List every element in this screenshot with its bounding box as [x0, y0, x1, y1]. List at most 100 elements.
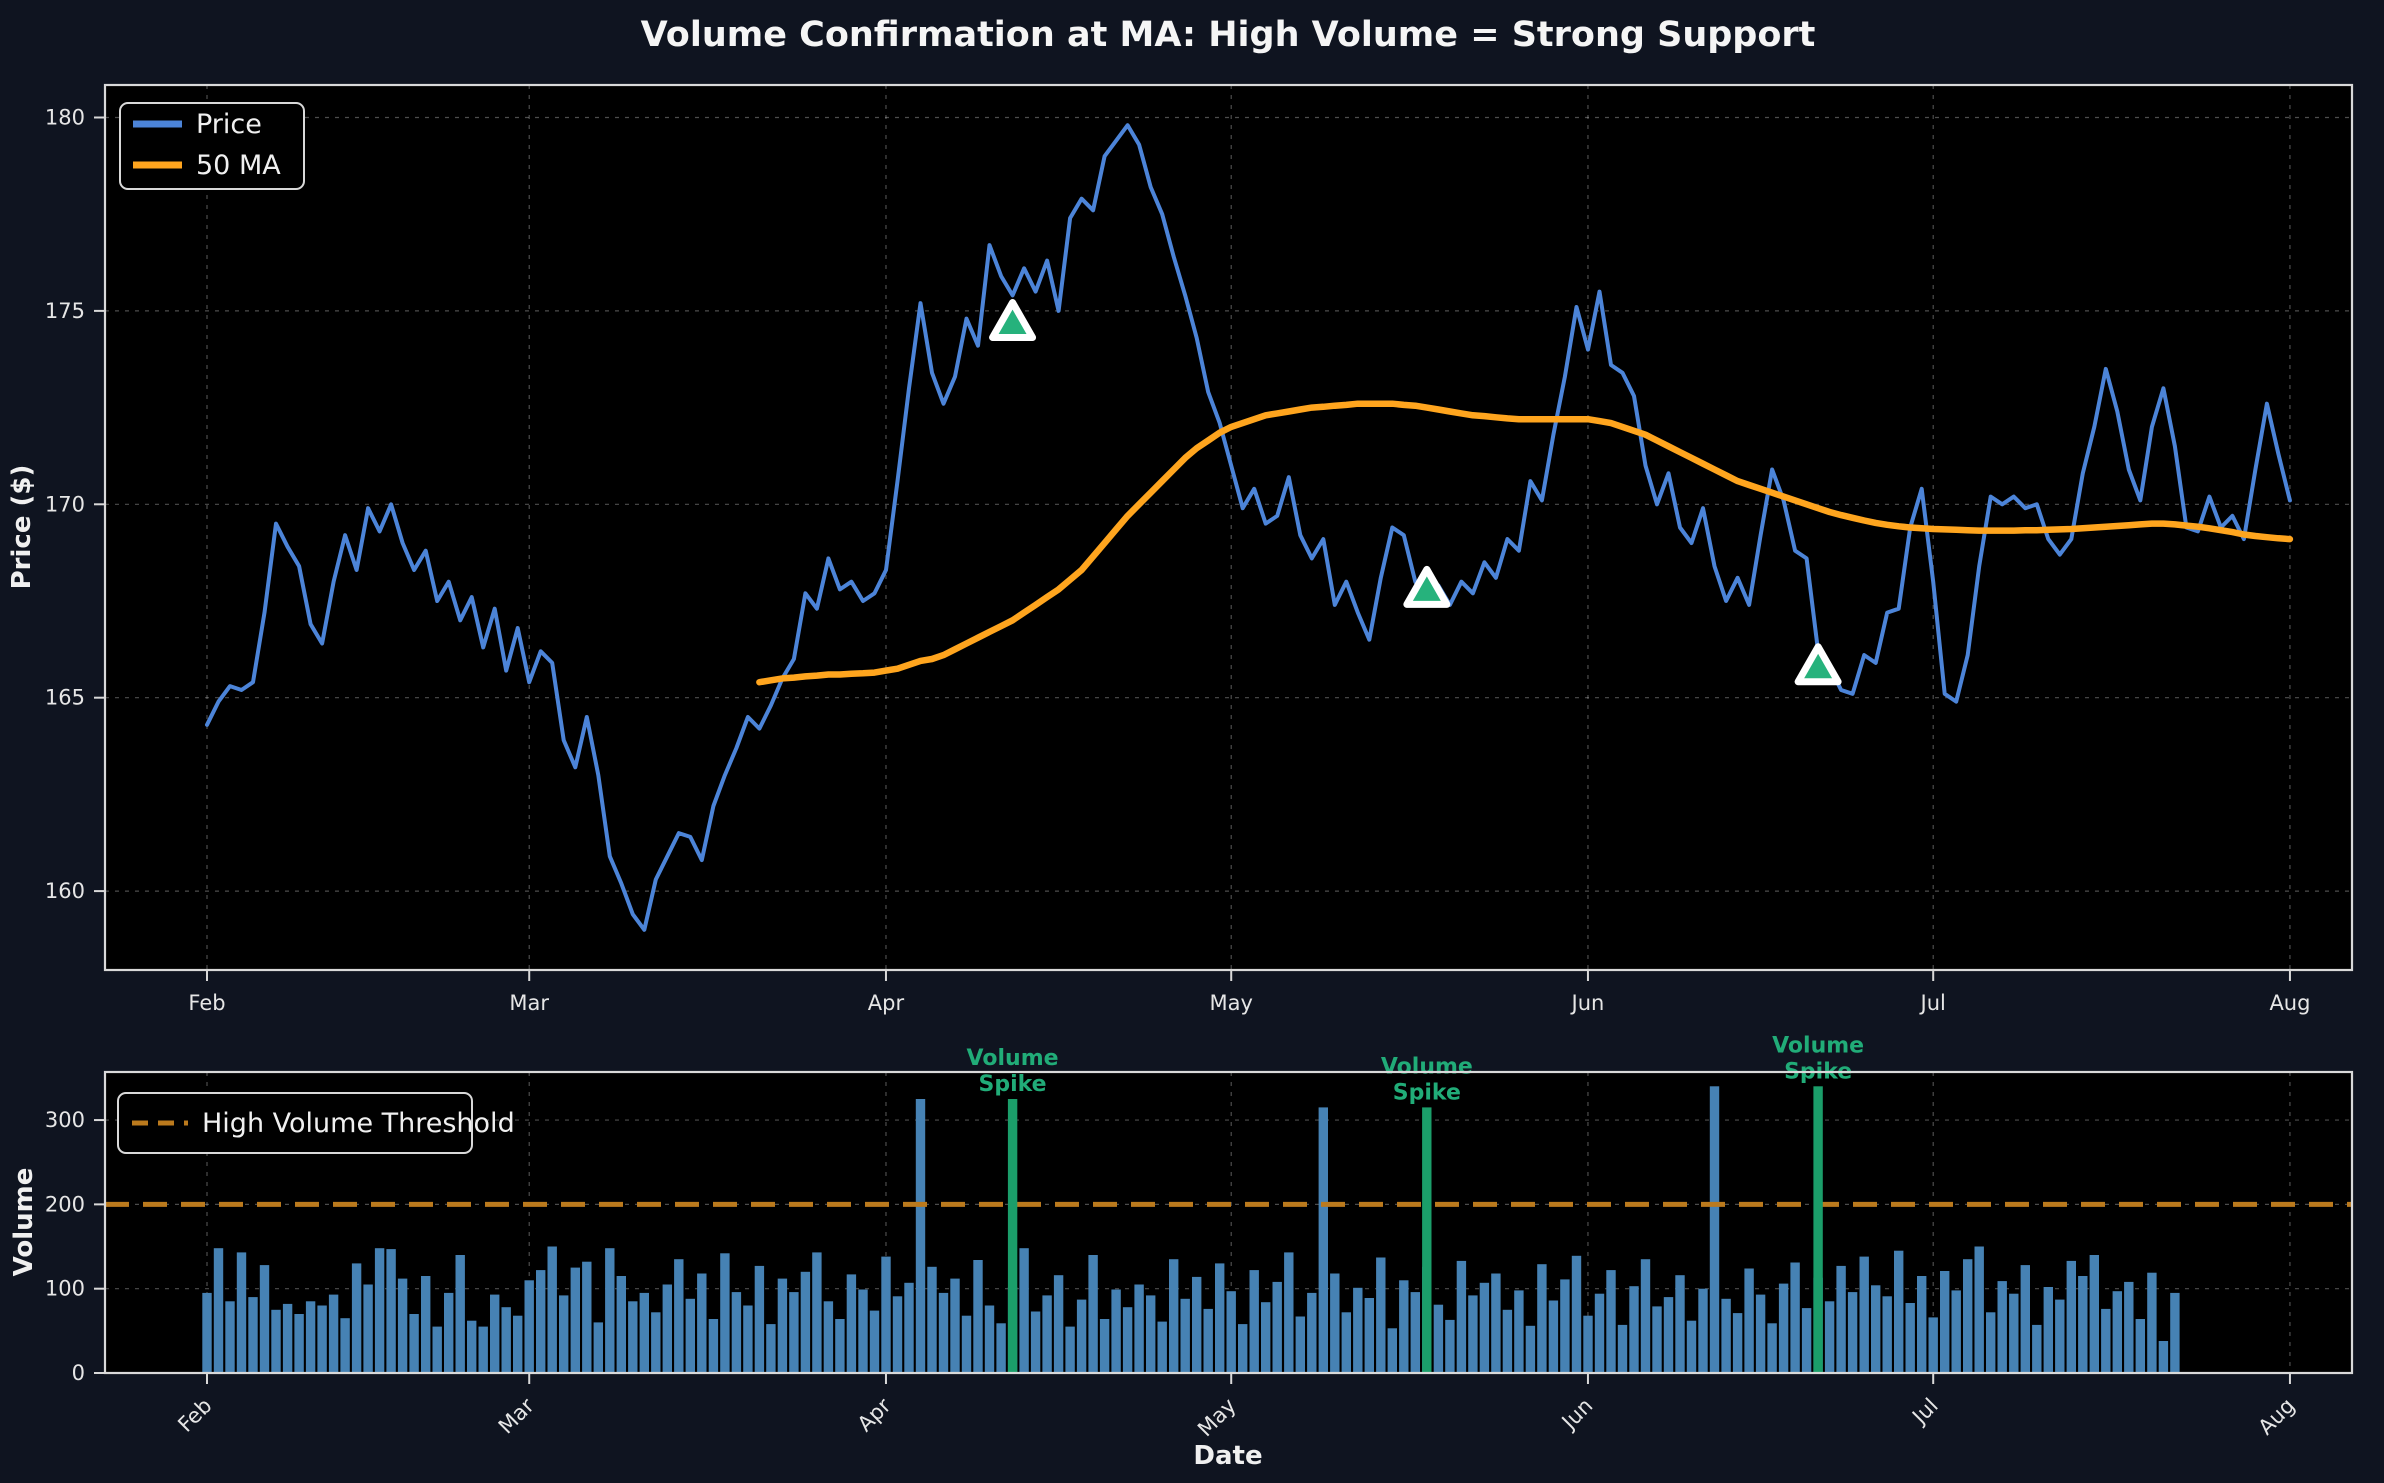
volume-bar [858, 1289, 868, 1373]
price-legend: Price 50 MA [119, 102, 305, 190]
volume-bar [271, 1309, 281, 1373]
volume-bar [1594, 1293, 1605, 1373]
volume-spike-bar [1007, 1099, 1018, 1373]
price-x-tick-label: Jul [1919, 991, 1946, 1015]
volume-bar [1157, 1321, 1167, 1373]
price-x-tick-label: May [1210, 991, 1253, 1015]
volume-y-tick-label: 200 [45, 1192, 85, 1216]
volume-bar [455, 1255, 465, 1373]
volume-bar [1917, 1276, 1927, 1373]
volume-bar [996, 1323, 1006, 1373]
volume-bar [1410, 1292, 1420, 1373]
volume-bar [823, 1301, 834, 1373]
volume-bar [2170, 1292, 2180, 1373]
volume-y-axis-label: Volume [9, 1168, 39, 1277]
price-y-tick-label: 175 [45, 299, 85, 323]
volume-bar [1744, 1268, 1754, 1373]
x-axis-label: Date [1193, 1441, 1262, 1471]
volume-bar [397, 1278, 408, 1373]
volume-legend: High Volume Threshold [117, 1092, 515, 1154]
volume-bar [904, 1282, 914, 1373]
volume-bar [2147, 1272, 2157, 1373]
volume-bar [236, 1252, 247, 1373]
volume-bar [1307, 1292, 1317, 1373]
volume-bar [1894, 1250, 1904, 1373]
volume-axes-spine [103, 1070, 2354, 1375]
volume-bar [1042, 1295, 1052, 1373]
volume-bar [766, 1324, 776, 1373]
volume-bar [351, 1263, 362, 1373]
volume-bar [1076, 1299, 1087, 1373]
volume-bar [1525, 1325, 1536, 1373]
volume-bar [1732, 1313, 1743, 1373]
volume-bar [501, 1307, 511, 1373]
volume-bar [1030, 1311, 1041, 1373]
volume-bar [1353, 1287, 1363, 1373]
volume-bar [328, 1294, 339, 1373]
volume-bar [1387, 1328, 1397, 1373]
volume-bar [1801, 1308, 1812, 1373]
volume-bar [421, 1276, 431, 1373]
volume-bar [202, 1292, 212, 1373]
volume-bar [1088, 1255, 1098, 1373]
volume-bar [1859, 1256, 1869, 1373]
volume-bar [1928, 1317, 1938, 1373]
volume-bar [1272, 1281, 1282, 1373]
price-y-tick-label: 160 [45, 879, 85, 903]
volume-bar [1951, 1290, 1961, 1373]
volume-bar [697, 1273, 707, 1373]
volume-bar [1146, 1295, 1156, 1373]
price-x-tick-label: Apr [868, 991, 905, 1015]
volume-bar [1479, 1282, 1490, 1373]
price-x-tick-label: Feb [188, 991, 225, 1015]
price-y-axis-label: Price ($) [7, 465, 37, 590]
price-y-tick-label: 180 [45, 105, 85, 129]
volume-bar [1295, 1316, 1305, 1373]
volume-bar [869, 1310, 880, 1373]
volume-bar [467, 1320, 477, 1373]
volume-bar [1940, 1271, 1950, 1373]
volume-bar [1882, 1296, 1892, 1373]
volume-bar [305, 1301, 316, 1373]
volume-bar [973, 1260, 983, 1373]
volume-bar [1675, 1275, 1685, 1373]
volume-bar [536, 1270, 546, 1373]
volume-bar [984, 1305, 995, 1373]
volume-bar [1318, 1107, 1328, 1373]
volume-bar [628, 1301, 638, 1373]
support-triangle-marker [1403, 565, 1451, 608]
volume-bar [789, 1292, 799, 1373]
volume-bar [2158, 1341, 2169, 1373]
volume-bar [1663, 1297, 1674, 1373]
support-triangle-marker [989, 298, 1037, 341]
volume-bar [1640, 1259, 1651, 1373]
price-panel: 160 165 170 175 180 Feb Mar Apr May Jun Jul Aug [45, 83, 2354, 1015]
volume-bar [409, 1314, 419, 1373]
volume-y-tick-label: 0 [72, 1361, 85, 1385]
volume-bar [1963, 1259, 1973, 1373]
volume-x-tick-label: Feb [173, 1394, 216, 1437]
volume-bar [213, 1248, 224, 1373]
volume-x-tick-label: Aug [2254, 1394, 2300, 1440]
volume-bar [1180, 1298, 1190, 1373]
volume-bar [674, 1259, 684, 1373]
volume-bar [294, 1314, 304, 1373]
volume-bar [1226, 1291, 1236, 1373]
volume-y-tick-label: 300 [45, 1108, 85, 1132]
volume-bar [1099, 1319, 1110, 1373]
volume-bar [1502, 1309, 1513, 1373]
volume-bar [2112, 1291, 2122, 1373]
volume-bar [1871, 1285, 1881, 1373]
volume-bar [605, 1248, 615, 1373]
volume-bar [927, 1266, 937, 1373]
price-legend-label: Price [196, 109, 262, 140]
volume-spike-annotation-line2: Spike [979, 1072, 1047, 1097]
volume-bar [800, 1271, 811, 1373]
volume-bar [846, 1274, 857, 1373]
volume-bar [340, 1318, 350, 1373]
volume-bar [1560, 1279, 1570, 1373]
volume-x-tick-label: Jun [1556, 1394, 1598, 1436]
volume-bar [2020, 1265, 2030, 1373]
volume-bar [225, 1301, 235, 1373]
volume-bar [1065, 1326, 1075, 1373]
